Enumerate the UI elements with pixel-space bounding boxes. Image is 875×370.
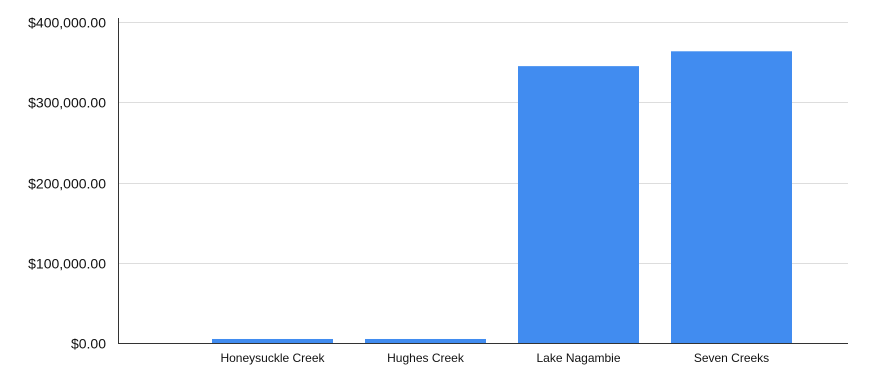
y-tick-label: $400,000.00: [28, 15, 106, 31]
y-tick-labels: $0.00 $100,000.00 $200,000.00 $300,000.00 $4…: [28, 15, 106, 352]
x-tick-label: Hughes Creek: [387, 351, 465, 365]
axes: [118, 18, 848, 344]
bars: [212, 51, 792, 343]
bar-lake-nagambie: [518, 66, 639, 343]
x-tick-labels: Honeysuckle Creek Hughes Creek Lake Nagamb…: [220, 351, 769, 365]
x-tick-label: Lake Nagambie: [536, 351, 620, 365]
y-tick-label: $200,000.00: [28, 176, 106, 192]
bar-seven-creeks: [671, 51, 792, 343]
y-tick-label: $0.00: [71, 336, 106, 352]
x-tick-label: Seven Creeks: [694, 351, 769, 365]
y-tick-label: $100,000.00: [28, 256, 106, 272]
y-tick-label: $300,000.00: [28, 95, 106, 111]
bar-honeysuckle-creek: [212, 338, 333, 343]
x-tick-label: Honeysuckle Creek: [220, 351, 325, 365]
bar-hughes-creek: [365, 338, 486, 343]
